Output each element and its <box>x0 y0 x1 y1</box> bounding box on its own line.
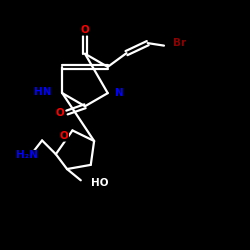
Text: Br: Br <box>174 38 186 48</box>
Text: H₂N: H₂N <box>16 150 38 160</box>
Text: O: O <box>80 25 90 35</box>
Text: O: O <box>60 131 68 141</box>
Text: O: O <box>56 108 64 118</box>
Text: N: N <box>115 88 124 98</box>
Text: HN: HN <box>34 87 52 97</box>
Text: HO: HO <box>91 178 109 188</box>
